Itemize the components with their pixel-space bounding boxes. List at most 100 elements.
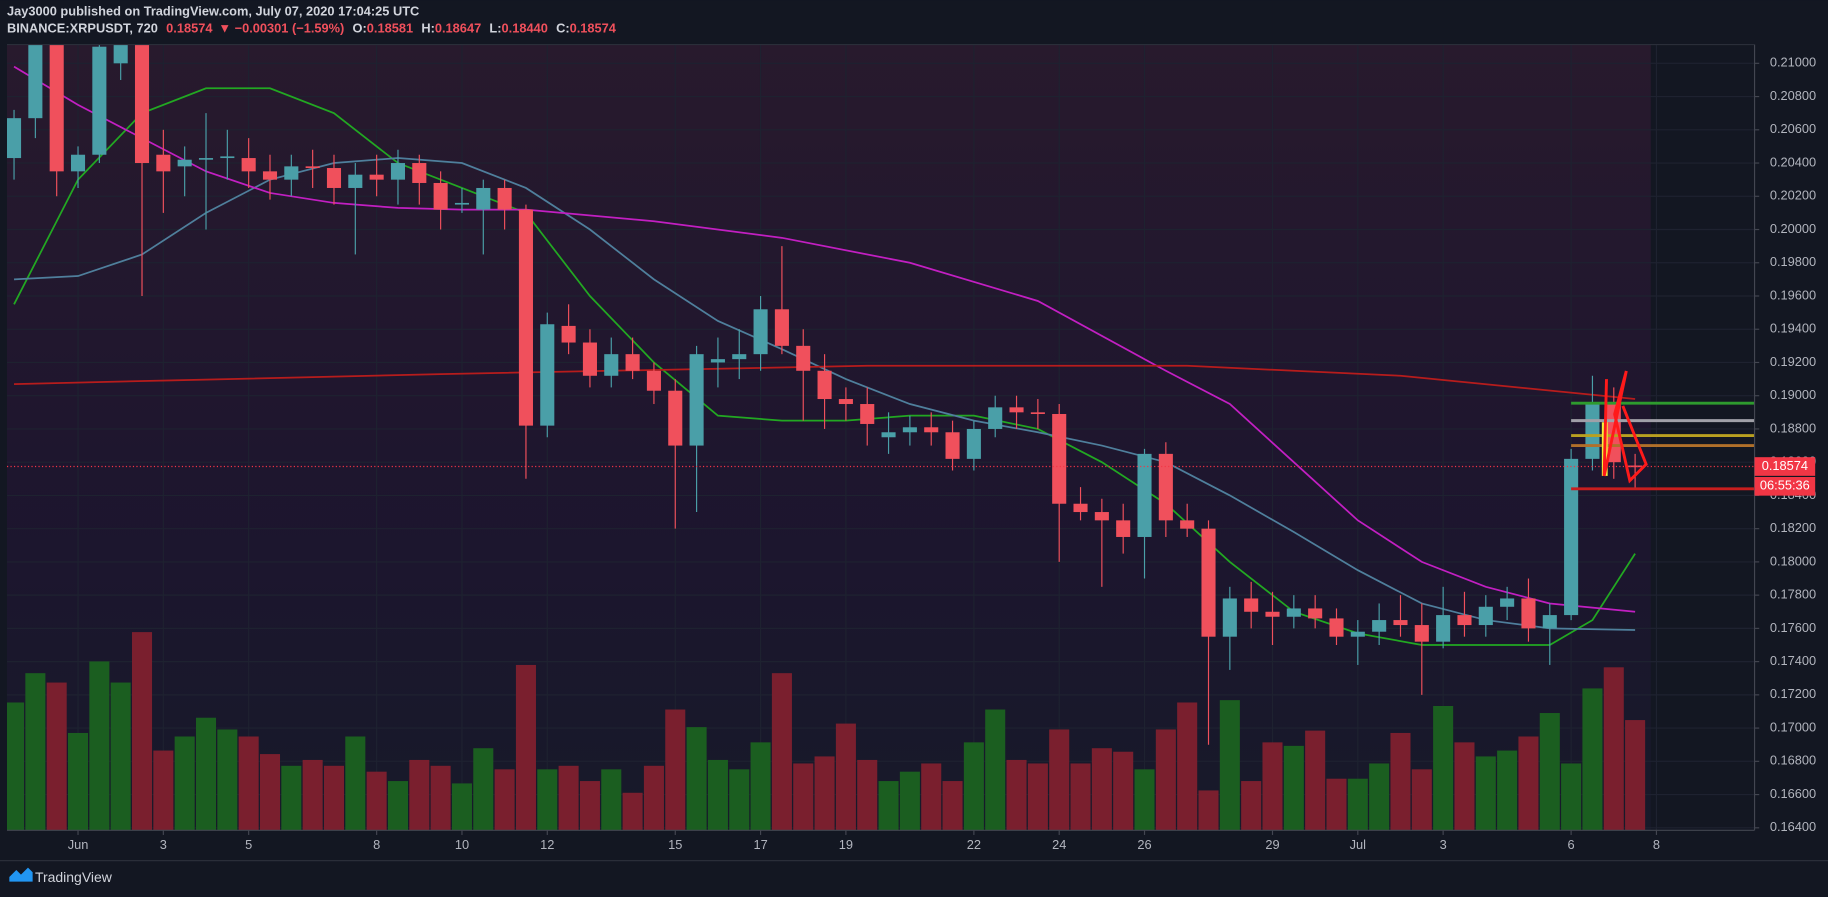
candle-body	[28, 44, 43, 119]
x-tick-label: 3	[160, 837, 167, 852]
x-tick-label: 3	[1440, 837, 1447, 852]
ohlc-value: 0.18574	[570, 21, 617, 36]
volume-bar	[1134, 769, 1155, 831]
ohlc-label: H:	[421, 21, 435, 36]
volume-bar	[515, 664, 536, 831]
candle-body	[1414, 625, 1429, 642]
candle-body	[924, 427, 939, 433]
y-tick-label: 0.19600	[1770, 287, 1816, 302]
candle-body	[1244, 598, 1259, 612]
candle-body	[753, 309, 768, 355]
candle-body	[49, 44, 64, 172]
volume-bar	[25, 673, 46, 831]
published-line: Jay3000 published on TradingView.com, Ju…	[7, 3, 419, 18]
candle-body	[284, 166, 299, 180]
candle-body	[348, 174, 363, 188]
candle-body	[1009, 407, 1024, 413]
volume-bar	[558, 765, 579, 831]
volume-bar	[579, 781, 600, 831]
candle-body	[604, 354, 619, 376]
x-tick-label: 26	[1137, 837, 1151, 852]
y-tick-label: 0.21000	[1770, 55, 1816, 70]
volume-bar	[494, 769, 515, 831]
candle-body	[1052, 413, 1067, 504]
candle-body	[1116, 520, 1131, 537]
x-tick-label: 29	[1265, 837, 1279, 852]
volume-bar	[1475, 756, 1496, 831]
y-tick-label: 0.20400	[1770, 154, 1816, 169]
volume-bar	[281, 765, 302, 831]
y-tick-label: 0.19800	[1770, 254, 1816, 269]
candle-body	[732, 354, 747, 360]
volume-bar	[1177, 702, 1198, 831]
candle-body	[92, 46, 107, 155]
volume-bar	[750, 742, 771, 831]
last: 0.18574	[166, 21, 213, 36]
y-tick-label: 0.18200	[1770, 520, 1816, 535]
candle-body	[860, 404, 875, 424]
volume-bar	[1241, 781, 1262, 831]
volume-bar	[857, 759, 878, 831]
candle-body	[1308, 608, 1323, 619]
candle-body	[881, 432, 896, 438]
volume-bar	[1155, 729, 1176, 831]
indicator-fill	[6, 44, 1651, 831]
candle-body	[1073, 503, 1088, 513]
volume-bar	[1219, 700, 1240, 831]
volume-bar	[1518, 736, 1539, 831]
candle-body	[1094, 512, 1109, 521]
candle-body	[1478, 606, 1493, 626]
y-tick-label: 0.16800	[1770, 753, 1816, 768]
y-tick-label: 0.20800	[1770, 88, 1816, 103]
symbol: BINANCE:XRPUSDT, 720	[7, 21, 158, 36]
candle-body	[1436, 615, 1451, 642]
ohlc-value: 0.18440	[502, 21, 548, 36]
candle-body	[1265, 611, 1280, 617]
candle-body	[668, 390, 683, 446]
candle-body	[796, 345, 811, 371]
volume-bar	[878, 781, 899, 831]
candle-body	[1393, 620, 1408, 626]
x-tick-label: 15	[668, 837, 682, 852]
y-tick-label: 0.17800	[1770, 587, 1816, 602]
candle-body	[1521, 598, 1536, 629]
candle-body	[198, 158, 214, 160]
volume-bar	[89, 661, 110, 831]
volume-bar	[366, 771, 387, 831]
volume-bar	[1497, 750, 1518, 831]
candle-body	[689, 354, 704, 446]
y-tick-label: 0.20200	[1770, 188, 1816, 203]
x-tick-label: 8	[1653, 837, 1660, 852]
candle-body	[625, 354, 640, 371]
candle-body	[476, 187, 491, 210]
candle-body	[433, 182, 448, 210]
y-tick-label: 0.18800	[1770, 420, 1816, 435]
symbol-legend: BINANCE:XRPUSDT, 720 0.18574 ▼ −0.00301 …	[7, 21, 617, 36]
volume-bar	[1091, 748, 1112, 831]
ohlc-label: C:	[556, 21, 570, 36]
volume-bar	[1006, 759, 1027, 831]
ohlc-value: 0.18647	[435, 21, 481, 36]
candle-body	[241, 158, 256, 172]
x-tick-label: 8	[373, 837, 380, 852]
candle-body	[262, 171, 278, 180]
candle-body	[1628, 465, 1643, 468]
candle-body	[1585, 404, 1600, 459]
volume-bar	[835, 723, 856, 831]
candle-body	[945, 432, 960, 459]
volume-bar	[153, 750, 174, 831]
candle-body	[966, 428, 981, 459]
candle-body	[1329, 618, 1344, 637]
volume-bar	[1625, 720, 1646, 831]
volume-bar	[793, 763, 814, 831]
candle-body	[710, 359, 725, 363]
volume-bar	[409, 759, 430, 831]
volume-bar	[1454, 742, 1475, 831]
candle-body	[113, 44, 128, 64]
level-layer	[6, 401, 1755, 491]
volume-bar	[707, 759, 728, 831]
candle-body	[70, 154, 86, 172]
x-tick-label: 10	[455, 837, 469, 852]
candle-body	[156, 154, 171, 172]
